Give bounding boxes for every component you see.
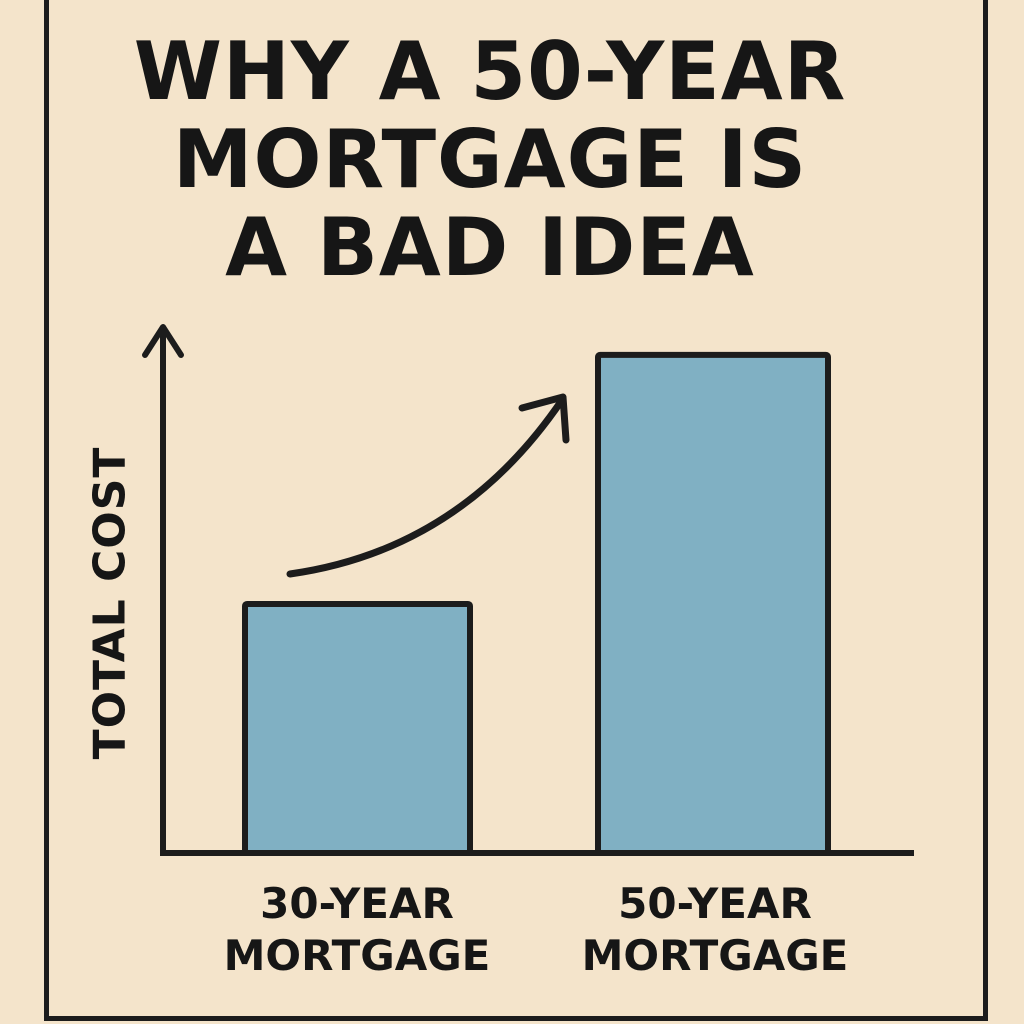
y-axis-arrowhead — [142, 324, 184, 358]
x-tick-label-line: MORTGAGE — [581, 931, 849, 980]
x-tick-label-line: 30-YEAR — [260, 879, 454, 928]
x-tick-label-line: MORTGAGE — [223, 931, 491, 980]
chart-title: WHY A 50-YEAR MORTGAGE IS A BAD IDEA — [60, 28, 920, 292]
x-tick-label-line: 50-YEAR — [618, 879, 812, 928]
y-axis-label: TOTAL COST — [84, 446, 136, 760]
trend-arrow — [286, 396, 566, 578]
bar-30-year — [242, 600, 473, 857]
x-tick-label-50-year: 50-YEAR MORTGAGE — [545, 878, 885, 982]
poster-frame — [44, 0, 988, 1021]
title-line-1: WHY A 50-YEAR — [133, 25, 847, 118]
x-tick-label-30-year: 30-YEAR MORTGAGE — [187, 878, 527, 982]
trend-arrowhead — [518, 393, 570, 444]
title-line-3: A BAD IDEA — [225, 201, 755, 294]
title-line-2: MORTGAGE IS — [172, 113, 808, 206]
bar-50-year — [595, 351, 831, 856]
